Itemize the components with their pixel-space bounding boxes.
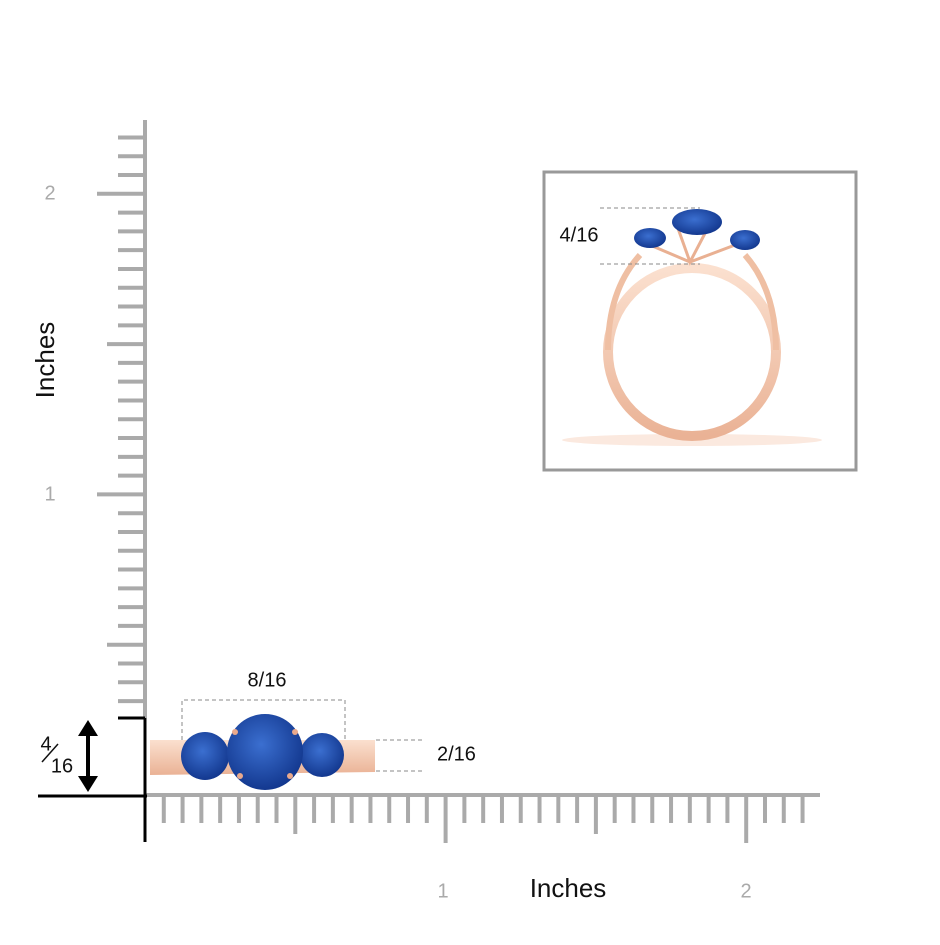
side-ring <box>150 714 375 790</box>
arrow-head <box>78 720 98 792</box>
total-height-numerator: 4 <box>40 733 51 755</box>
front-ring <box>562 209 822 446</box>
fraction-slash <box>41 743 59 763</box>
width-guide <box>181 699 346 740</box>
x-tick-label: 2 <box>740 880 751 902</box>
x-axis-label: Inches <box>530 873 607 903</box>
y-axis-label: Inches <box>30 322 60 399</box>
height-label: 2/16 <box>437 743 476 765</box>
ruler-ticks <box>97 135 805 843</box>
y-tick-label: 2 <box>44 182 55 204</box>
inset-height-label: 4/16 <box>560 224 599 246</box>
y-tick-label: 1 <box>44 483 55 505</box>
inset-frame <box>542 170 858 472</box>
x-tick-label: 1 <box>437 880 448 902</box>
total-height-denominator: 16 <box>51 755 73 777</box>
width-label: 8/16 <box>248 669 287 691</box>
